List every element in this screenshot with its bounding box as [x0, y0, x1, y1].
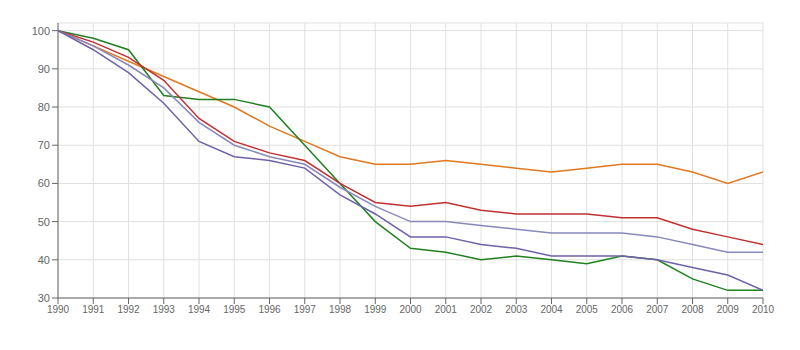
svg-text:60: 60 — [38, 177, 50, 189]
svg-text:2003: 2003 — [505, 304, 528, 315]
svg-text:1992: 1992 — [117, 304, 140, 315]
svg-text:1997: 1997 — [294, 304, 317, 315]
svg-text:30: 30 — [38, 292, 50, 304]
svg-text:2005: 2005 — [576, 304, 599, 315]
svg-text:80: 80 — [38, 101, 50, 113]
svg-text:2006: 2006 — [611, 304, 634, 315]
svg-text:2004: 2004 — [540, 304, 563, 315]
svg-text:1996: 1996 — [258, 304, 281, 315]
svg-text:1994: 1994 — [188, 304, 211, 315]
svg-text:50: 50 — [38, 216, 50, 228]
svg-text:2002: 2002 — [470, 304, 493, 315]
svg-text:70: 70 — [38, 139, 50, 151]
svg-text:2001: 2001 — [435, 304, 458, 315]
svg-text:100: 100 — [32, 25, 50, 37]
svg-text:1990: 1990 — [47, 304, 70, 315]
svg-text:1991: 1991 — [82, 304, 105, 315]
svg-text:2007: 2007 — [646, 304, 669, 315]
svg-text:90: 90 — [38, 63, 50, 75]
svg-text:40: 40 — [38, 254, 50, 266]
svg-text:2008: 2008 — [681, 304, 704, 315]
svg-text:2009: 2009 — [717, 304, 740, 315]
svg-text:1995: 1995 — [223, 304, 246, 315]
svg-text:1998: 1998 — [329, 304, 352, 315]
svg-text:2000: 2000 — [399, 304, 422, 315]
svg-text:1993: 1993 — [153, 304, 176, 315]
svg-text:2010: 2010 — [752, 304, 775, 315]
svg-text:1999: 1999 — [364, 304, 387, 315]
